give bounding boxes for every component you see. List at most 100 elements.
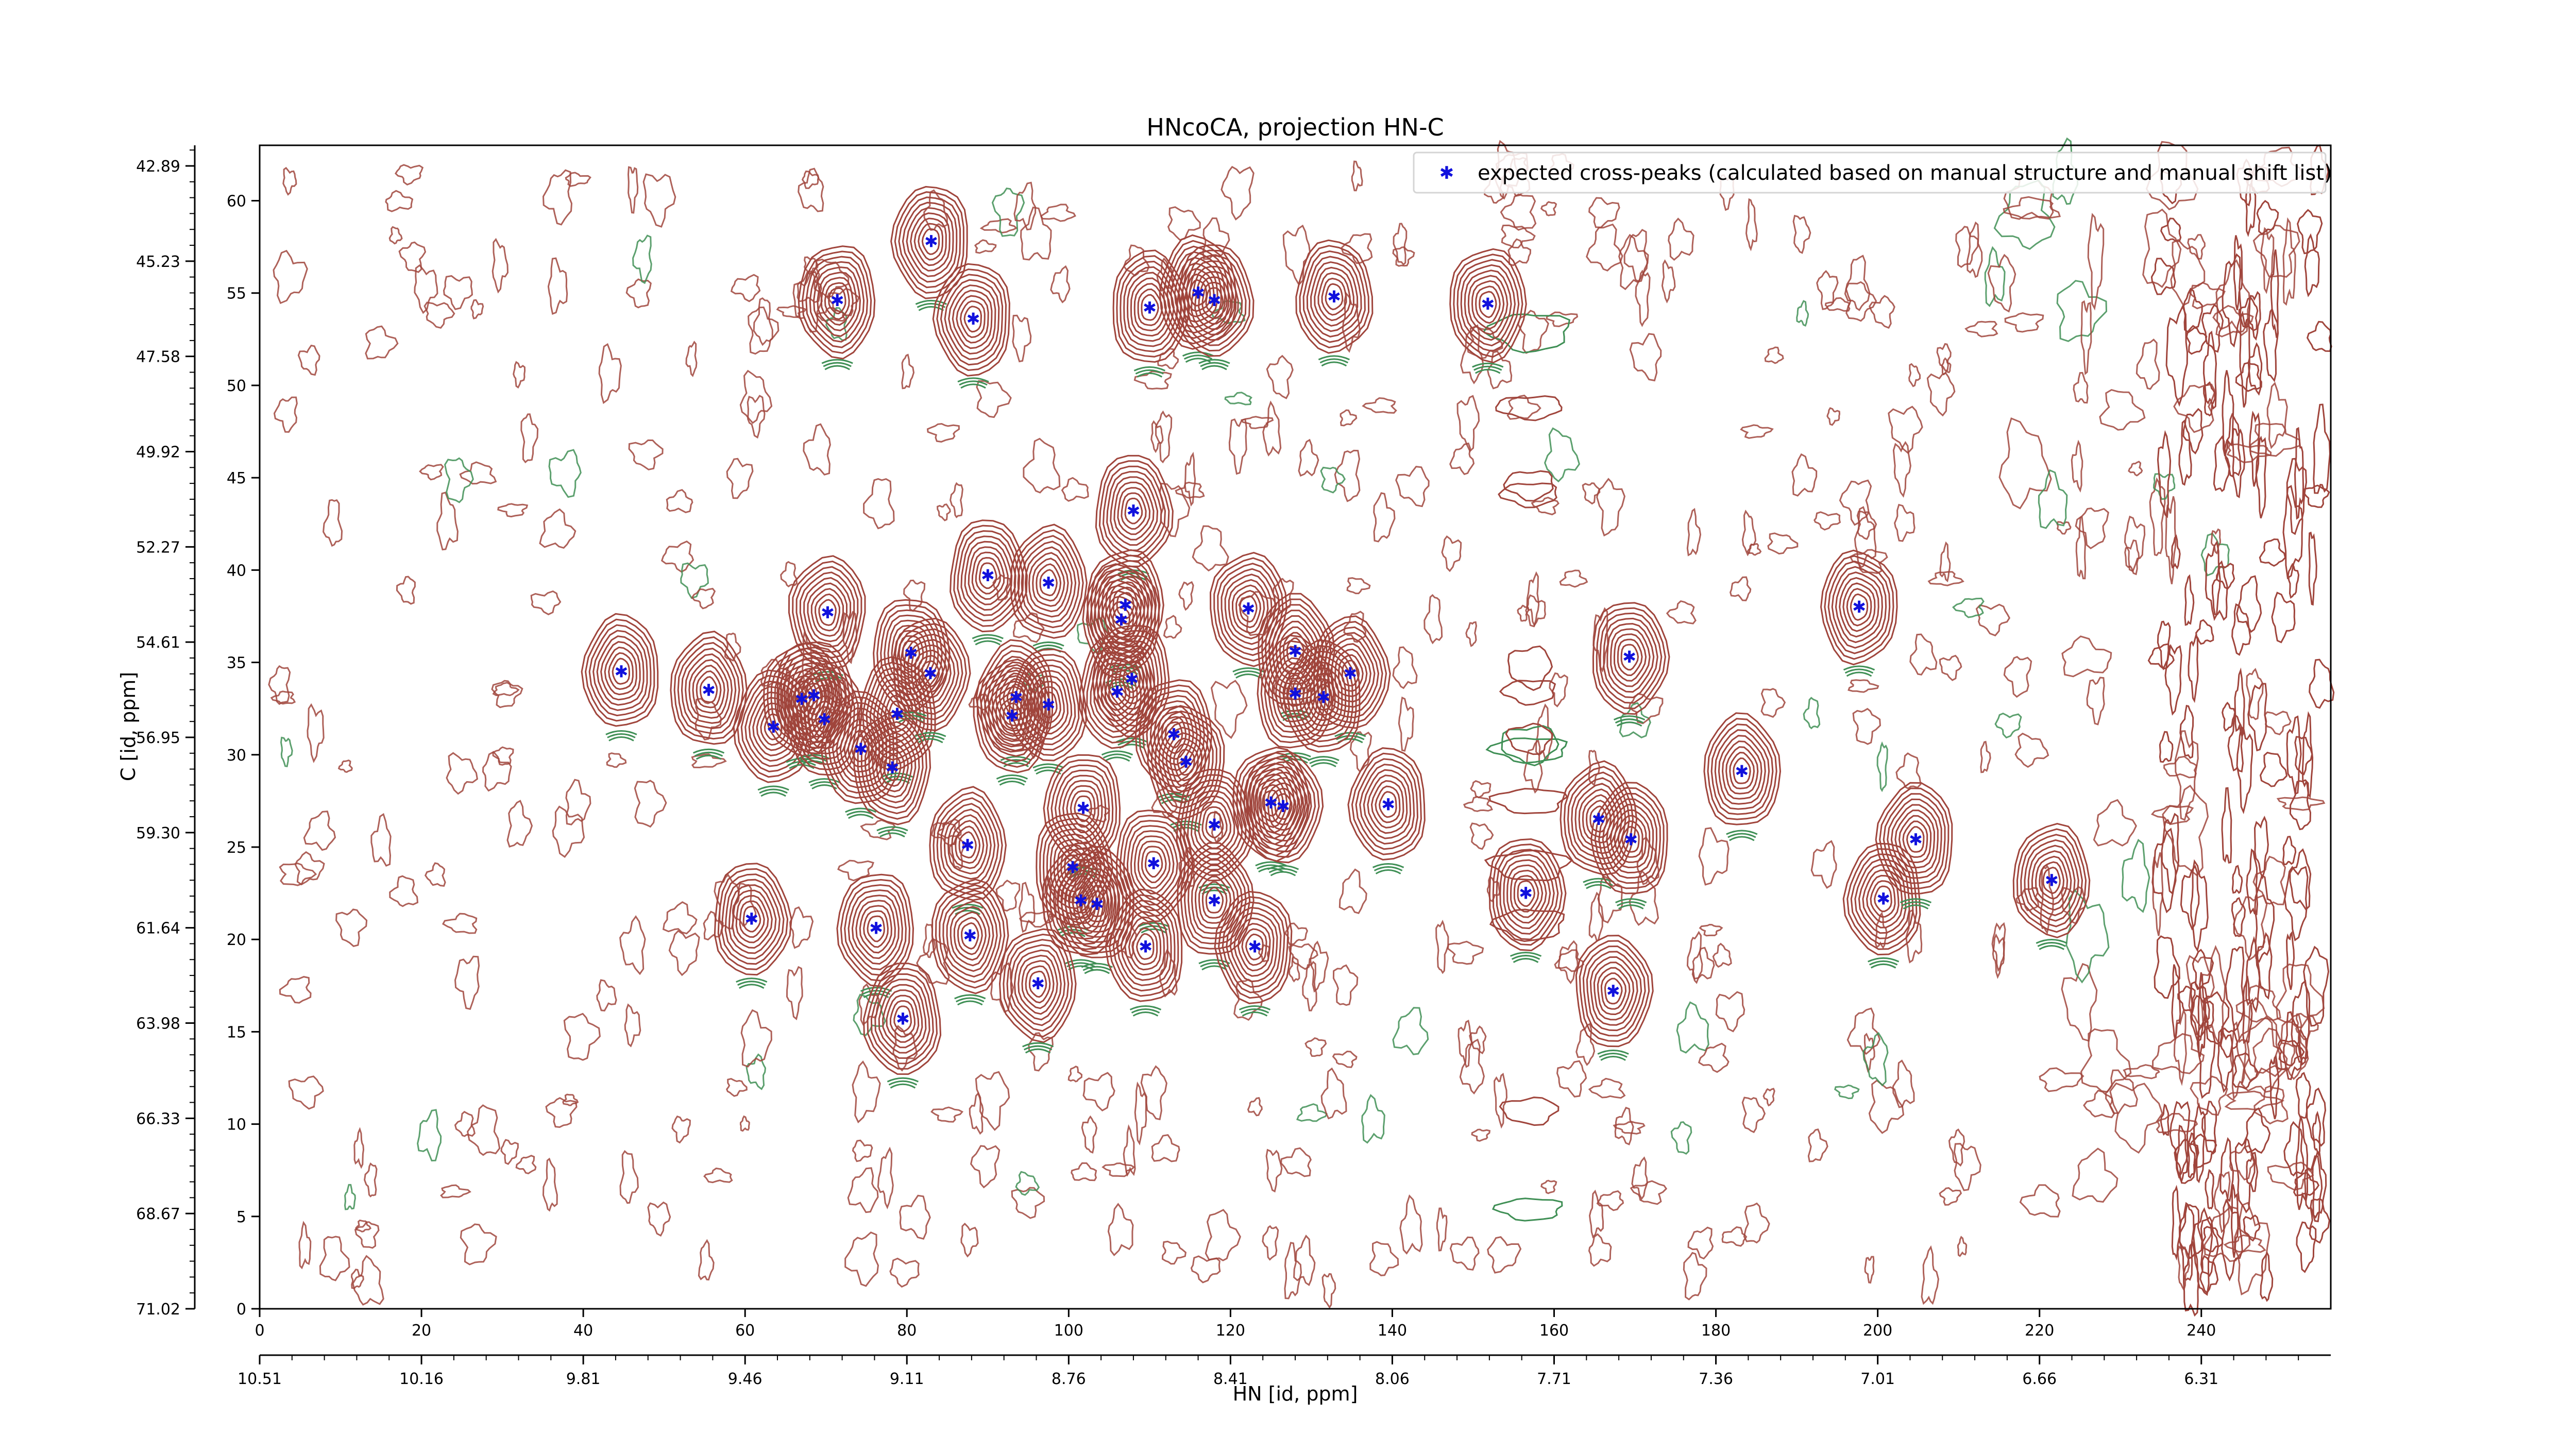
- noise-contour: [2233, 894, 2268, 961]
- peak-contour: [980, 669, 1044, 763]
- peak-contour: [592, 630, 648, 711]
- noise-contour: [454, 955, 480, 1010]
- peak-contour: [883, 754, 902, 782]
- peak-contour: [960, 535, 1016, 616]
- peak-contour: [1235, 589, 1262, 629]
- noise-contour: [1869, 295, 1895, 329]
- negative-contour: [1101, 750, 1133, 756]
- peak-contour: [696, 670, 722, 708]
- negative-contour: [960, 383, 986, 389]
- noise-contour: [2219, 1137, 2234, 1202]
- noise-contour: [1531, 497, 1560, 516]
- noise-contour: [1939, 654, 1962, 681]
- noise-contour: [642, 173, 676, 228]
- peak-contour: [828, 287, 846, 315]
- noise-contour: [1556, 1060, 1587, 1098]
- peak-contour: [860, 721, 924, 815]
- negative-contour: [956, 997, 985, 1003]
- noise-contour: [2222, 701, 2236, 732]
- peak-contour: [892, 617, 971, 732]
- peak-contour: [964, 541, 1013, 611]
- noise-contour: [1247, 1096, 1263, 1117]
- noise-contour: [2171, 534, 2181, 570]
- peak-contour: [913, 217, 947, 266]
- peak-contour: [1154, 716, 1217, 809]
- peak-contour: [840, 879, 911, 982]
- expected-cross-peak-marker: ✱: [1114, 610, 1128, 630]
- peak-contour: [1165, 732, 1207, 792]
- noise-contour: [273, 249, 308, 305]
- noise-contour: [2202, 381, 2216, 417]
- negative-contour: [1473, 365, 1502, 371]
- y-tick-label: 45: [227, 469, 246, 487]
- y-index-axis: 0 5 10 15 20 25 30 35 40 45 50 55 60: [227, 193, 260, 1319]
- noise-contour: [2178, 1202, 2195, 1281]
- negative-contour: [1372, 863, 1404, 868]
- noise-contour: [1967, 221, 1983, 278]
- noise-contour: [2087, 213, 2105, 311]
- negative-contour: [1311, 762, 1336, 767]
- peak-contour: [1306, 672, 1340, 721]
- x-tick-label: 80: [897, 1322, 917, 1340]
- noise-contour: [847, 1167, 879, 1213]
- noise-contour: [545, 1097, 578, 1128]
- noise-contour: [1289, 956, 1300, 983]
- peak-contour: [887, 619, 936, 690]
- peak-contour: [1187, 260, 1243, 341]
- peak-contour: [1144, 851, 1163, 878]
- peak-contour: [902, 201, 958, 283]
- noise-contour: [1948, 1128, 1965, 1167]
- noise-contour: [2174, 730, 2199, 821]
- noise-contour: [467, 1104, 501, 1156]
- noise-contour: [515, 1155, 537, 1175]
- noise-contour: [2121, 838, 2150, 913]
- peak-contour: [2042, 867, 2061, 895]
- noise-contour: [1670, 1121, 1692, 1155]
- noise-contour: [2222, 253, 2242, 348]
- noise-contour: [1503, 470, 1554, 502]
- noise-contour: [2212, 560, 2228, 621]
- peak-contour: [976, 664, 1047, 768]
- peak-contour: [1194, 271, 1235, 330]
- noise-contour: [2171, 964, 2181, 1040]
- peak-contour: [1049, 852, 1112, 945]
- peak-contour: [1024, 546, 1073, 618]
- peak-contour: [1027, 675, 1069, 735]
- noise-contour: [2277, 1039, 2305, 1067]
- noise-contour: [1668, 217, 1694, 261]
- noise-contour: [1012, 612, 1045, 643]
- noise-contour: [789, 906, 814, 949]
- peak-contour: [1589, 805, 1608, 833]
- noise-contour: [1613, 1121, 1646, 1135]
- peak-contour: [1104, 673, 1130, 711]
- peak-contour: [776, 641, 854, 755]
- peak-contour: [1599, 612, 1663, 704]
- noise-contour: [2109, 1082, 2163, 1154]
- peak-contour: [1610, 628, 1651, 687]
- negative-contour: [1374, 866, 1403, 871]
- y-ppm-tick-label: 45.23: [136, 253, 180, 271]
- noise-contour: [703, 1167, 733, 1184]
- noise-contour: [1471, 1128, 1491, 1142]
- noise-contour: [2061, 635, 2112, 678]
- negative-contour: [876, 826, 908, 832]
- negative-contour: [1511, 955, 1540, 960]
- expected-cross-peak-marker: ✱: [1289, 642, 1302, 661]
- peak-contour: [1355, 758, 1419, 850]
- peak-contour: [1133, 835, 1175, 895]
- peak-contour: [900, 628, 963, 720]
- noise-contour: [2150, 258, 2176, 295]
- noise-contour: [598, 343, 622, 404]
- expected-cross-peak-marker: ✱: [1876, 889, 1890, 908]
- peak-contour: [1902, 820, 1928, 858]
- noise-contour: [1392, 1007, 1429, 1055]
- noise-contour: [1635, 269, 1651, 327]
- peak-contour: [1201, 806, 1228, 844]
- noise-contour: [877, 1146, 894, 1209]
- noise-contour: [1544, 427, 1581, 483]
- negative-contour: [811, 784, 837, 789]
- noise-contour: [2151, 1033, 2205, 1074]
- peak-contour: [1268, 610, 1324, 690]
- noise-contour: [2189, 1133, 2217, 1169]
- peak-contour: [1053, 858, 1109, 940]
